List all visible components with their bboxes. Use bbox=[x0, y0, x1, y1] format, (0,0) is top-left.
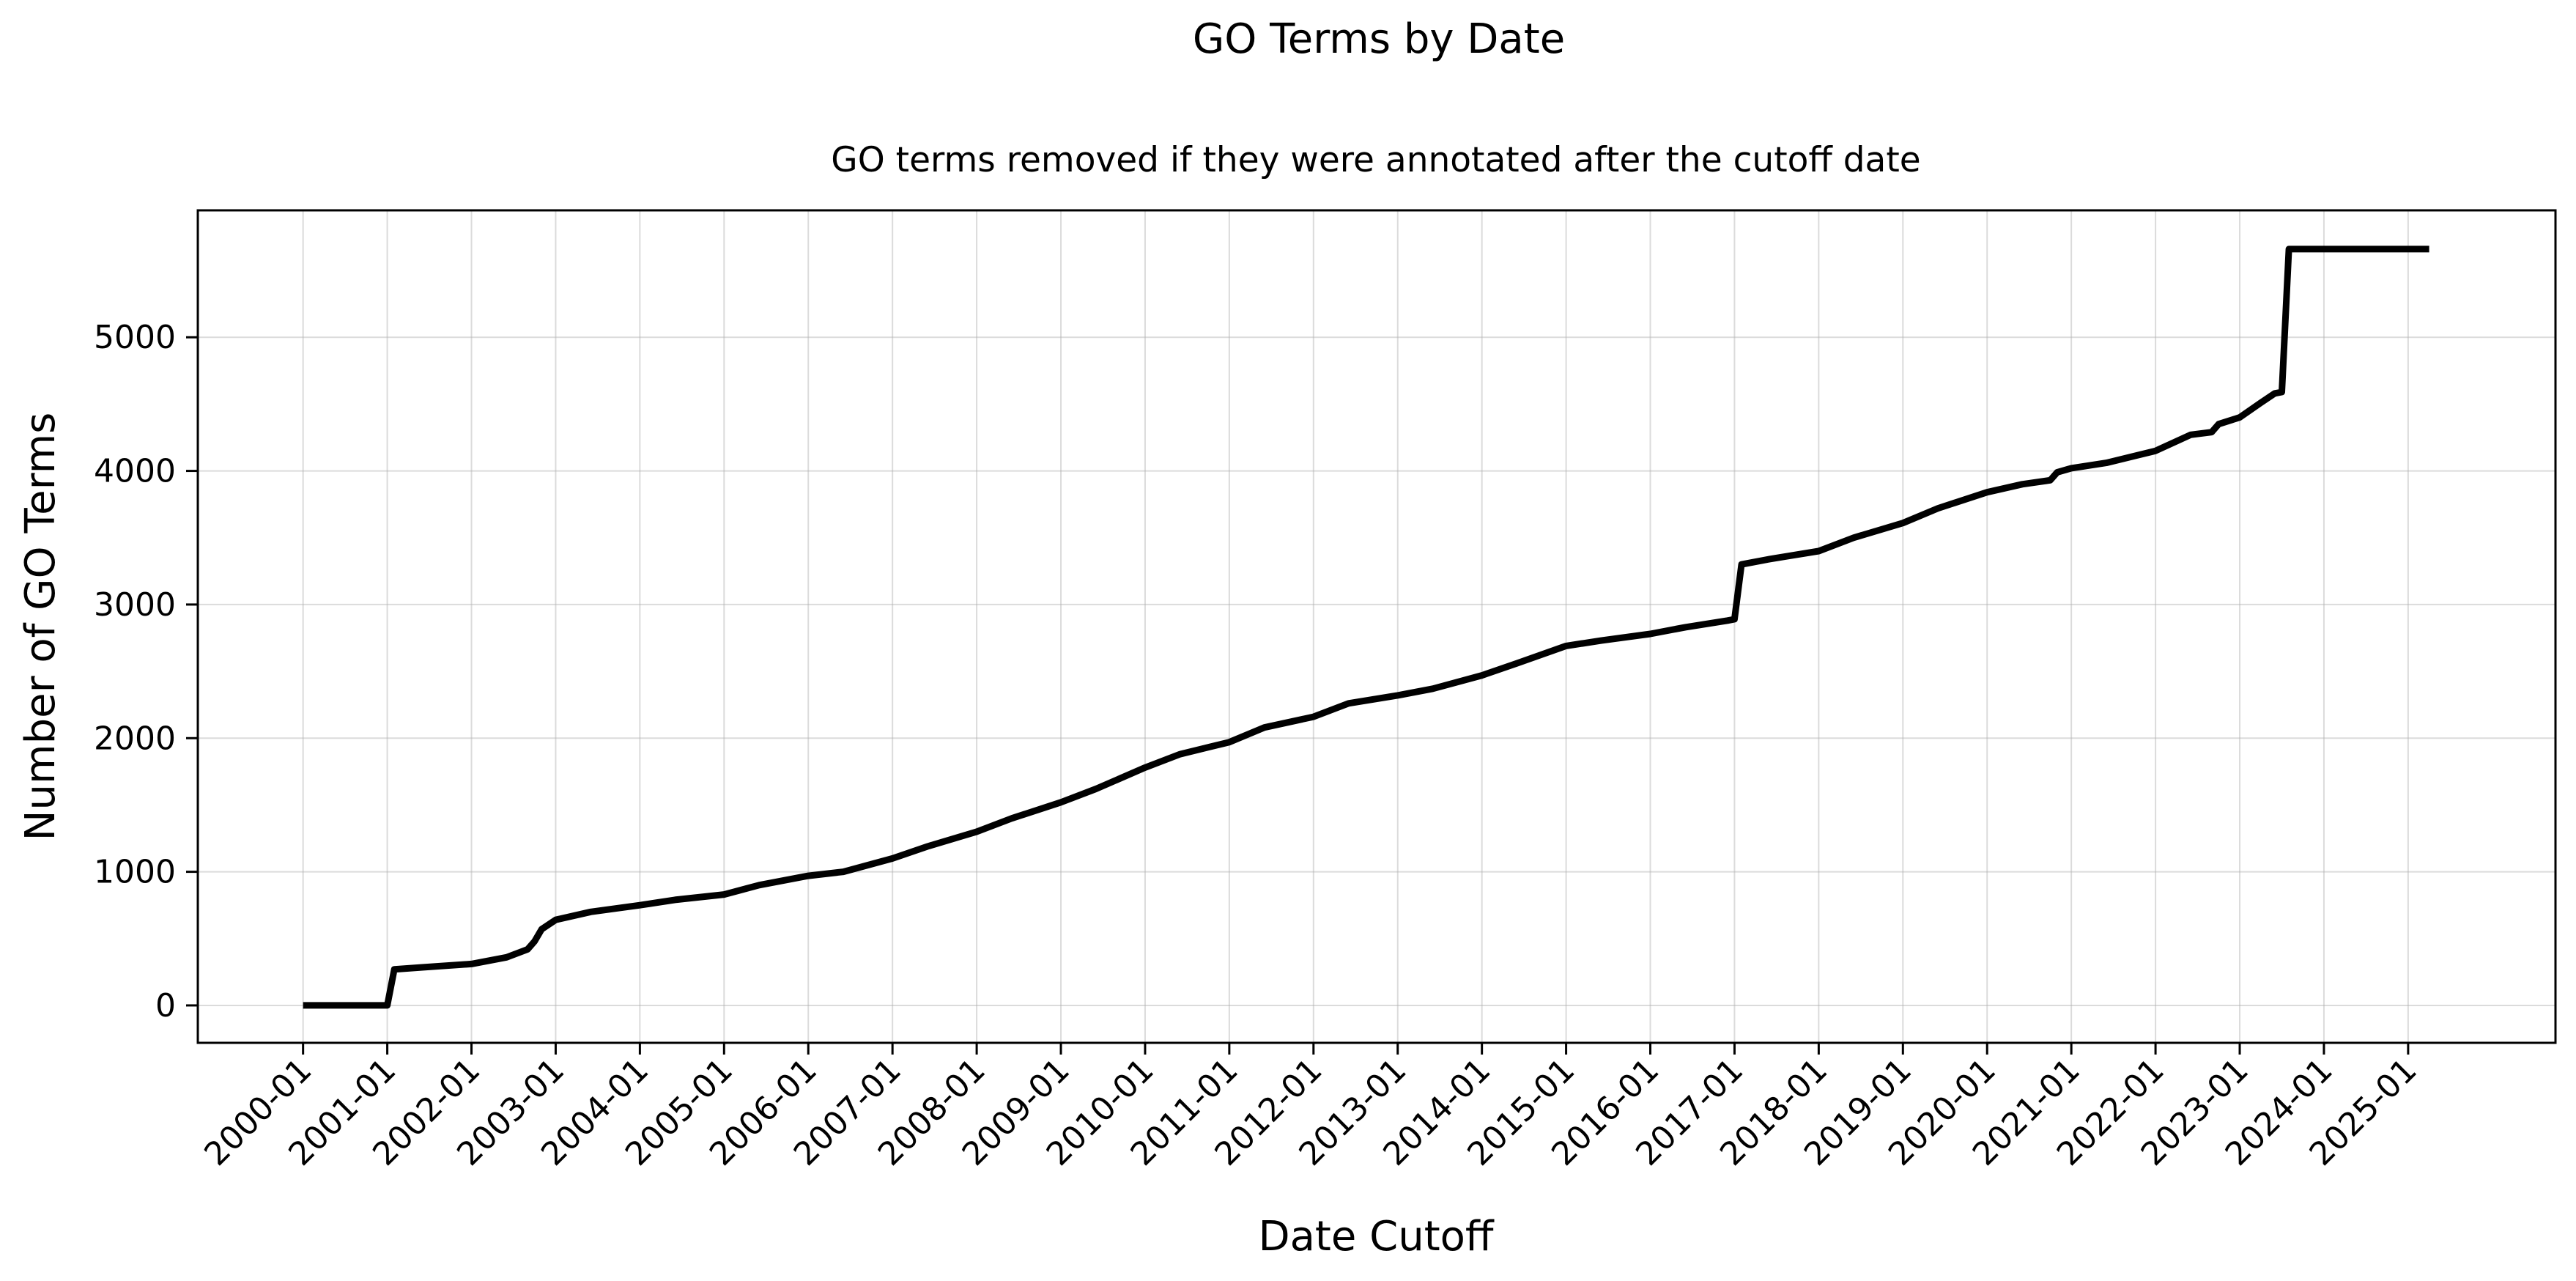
y-tick-label: 3000 bbox=[94, 586, 176, 624]
y-tick-label: 0 bbox=[155, 987, 176, 1025]
y-axis-label: Number of GO Terms bbox=[17, 413, 64, 841]
x-axis-label: Date Cutoff bbox=[1258, 1213, 1494, 1260]
chart-title: GO Terms by Date bbox=[1193, 15, 1565, 63]
y-tick-label: 4000 bbox=[94, 453, 176, 490]
x-tick-labels: 2000-012001-012002-012003-012004-012005-… bbox=[197, 1052, 2424, 1173]
y-tick-labels: 0 1000 2000 3000 4000 5000 bbox=[94, 319, 176, 1025]
y-tick-label: 2000 bbox=[94, 720, 176, 757]
gridlines bbox=[198, 210, 2555, 1043]
y-tick-label: 1000 bbox=[94, 854, 176, 891]
plot-frame bbox=[196, 209, 2557, 1044]
axis-ticks bbox=[186, 336, 2410, 1055]
y-tick-label: 5000 bbox=[94, 319, 176, 356]
chart-subtitle: GO terms removed if they were annotated … bbox=[831, 140, 1920, 180]
series-line bbox=[303, 246, 2429, 1009]
